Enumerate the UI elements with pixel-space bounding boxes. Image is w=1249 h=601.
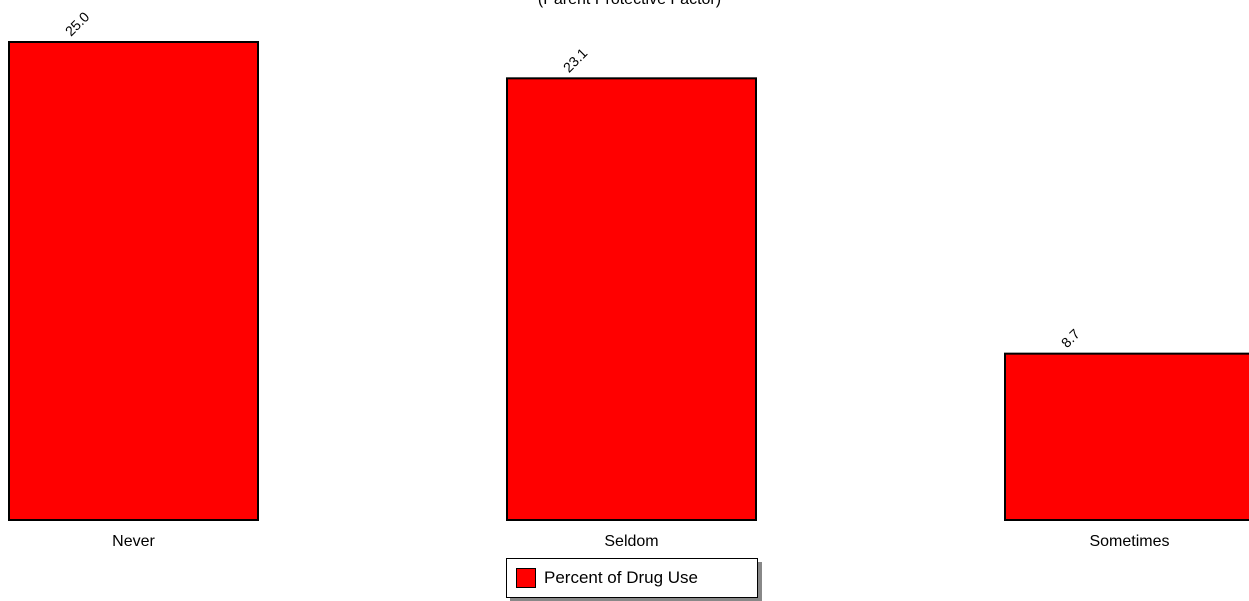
legend-swatch bbox=[516, 568, 536, 588]
data-label-sometimes: 8.7 bbox=[1058, 326, 1083, 351]
legend-label: Percent of Drug Use bbox=[544, 568, 699, 587]
data-label-never: 25.0 bbox=[62, 8, 93, 39]
bar-never bbox=[8, 41, 259, 521]
x-tick-label-seldom: Seldom bbox=[604, 533, 658, 550]
x-tick-label-sometimes: Sometimes bbox=[1089, 533, 1169, 550]
x-tick-label-never: Never bbox=[112, 533, 155, 550]
legend: Percent of Drug Use bbox=[506, 558, 758, 598]
chart-subtitle: (Parent Protective Factor) bbox=[0, 0, 1249, 9]
data-label-seldom: 23.1 bbox=[560, 45, 591, 76]
bar-sometimes bbox=[1004, 352, 1249, 521]
bar-seldom bbox=[506, 77, 757, 521]
